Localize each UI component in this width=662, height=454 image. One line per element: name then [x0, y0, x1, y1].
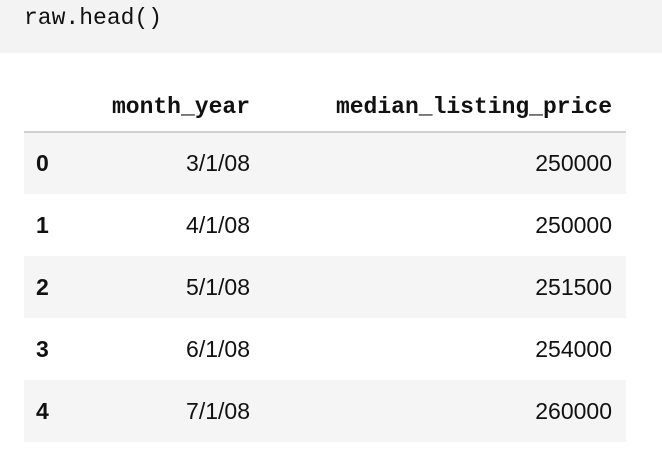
- table-row: 0 3/1/08 250000: [24, 132, 626, 194]
- month-year-cell: 3/1/08: [186, 150, 250, 176]
- median-listing-price-cell: 260000: [535, 397, 612, 424]
- median-listing-price-cell: 251500: [535, 273, 612, 300]
- median-listing-price-cell: 250000: [535, 150, 612, 176]
- median-listing-price-cell: 254000: [535, 335, 612, 362]
- table-row: 2 5/1/08 251500: [24, 256, 626, 318]
- median-listing-price-cell: 250000: [535, 211, 612, 238]
- code-cell[interactable]: raw.head(): [0, 0, 662, 53]
- row-index: 0: [36, 150, 49, 176]
- median-listing-price-header: median_listing_price: [250, 82, 626, 133]
- row-index: 2: [36, 273, 49, 300]
- row-index: 1: [36, 211, 49, 238]
- code-input[interactable]: raw.head(): [24, 5, 163, 31]
- month-year-cell: 6/1/08: [186, 335, 250, 362]
- row-index: 3: [36, 335, 49, 362]
- month-year-cell: 5/1/08: [186, 273, 250, 300]
- dataframe-output-table: month_year median_listing_price 0 3/1/08…: [24, 82, 626, 442]
- table-header-row: month_year median_listing_price: [24, 82, 626, 133]
- index-header: [24, 82, 70, 133]
- month-year-cell: 7/1/08: [186, 397, 250, 424]
- month-year-header: month_year: [70, 82, 250, 133]
- month-year-cell: 4/1/08: [186, 211, 250, 238]
- row-index: 4: [36, 397, 49, 424]
- table-row: 1 4/1/08 250000: [24, 194, 626, 256]
- table-row: 3 6/1/08 254000: [24, 318, 626, 380]
- table-row: 4 7/1/08 260000: [24, 380, 626, 442]
